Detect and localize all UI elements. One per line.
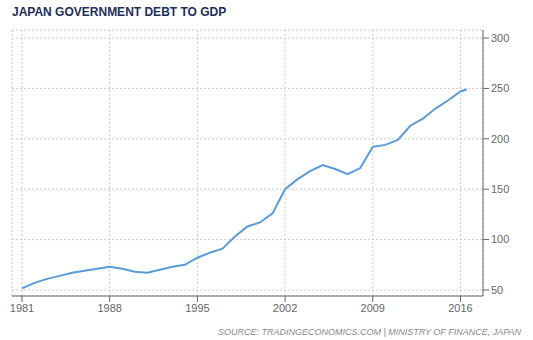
svg-text:2009: 2009 bbox=[361, 302, 385, 314]
html-text:SOURCE: TRADINGECONOMICS.COM |: SOURCE: TRADINGECONOMICS.COM | MINISTRY … bbox=[218, 327, 521, 337]
svg-text:300: 300 bbox=[491, 32, 509, 44]
svg-text:250: 250 bbox=[491, 82, 509, 94]
html-text:JAPAN GOVERNMENT DEBT TO GDP: JAPAN GOVERNMENT DEBT TO GDP bbox=[12, 5, 227, 19]
svg-text:150: 150 bbox=[491, 183, 509, 195]
svg-text:100: 100 bbox=[491, 233, 509, 245]
svg-text:2002: 2002 bbox=[273, 302, 297, 314]
svg-text:1995: 1995 bbox=[185, 302, 209, 314]
svg-text:200: 200 bbox=[491, 133, 509, 145]
svg-text:1988: 1988 bbox=[97, 302, 121, 314]
svg-text:1981: 1981 bbox=[10, 302, 34, 314]
svg-text:2016: 2016 bbox=[448, 302, 472, 314]
svg-text:50: 50 bbox=[491, 284, 503, 296]
